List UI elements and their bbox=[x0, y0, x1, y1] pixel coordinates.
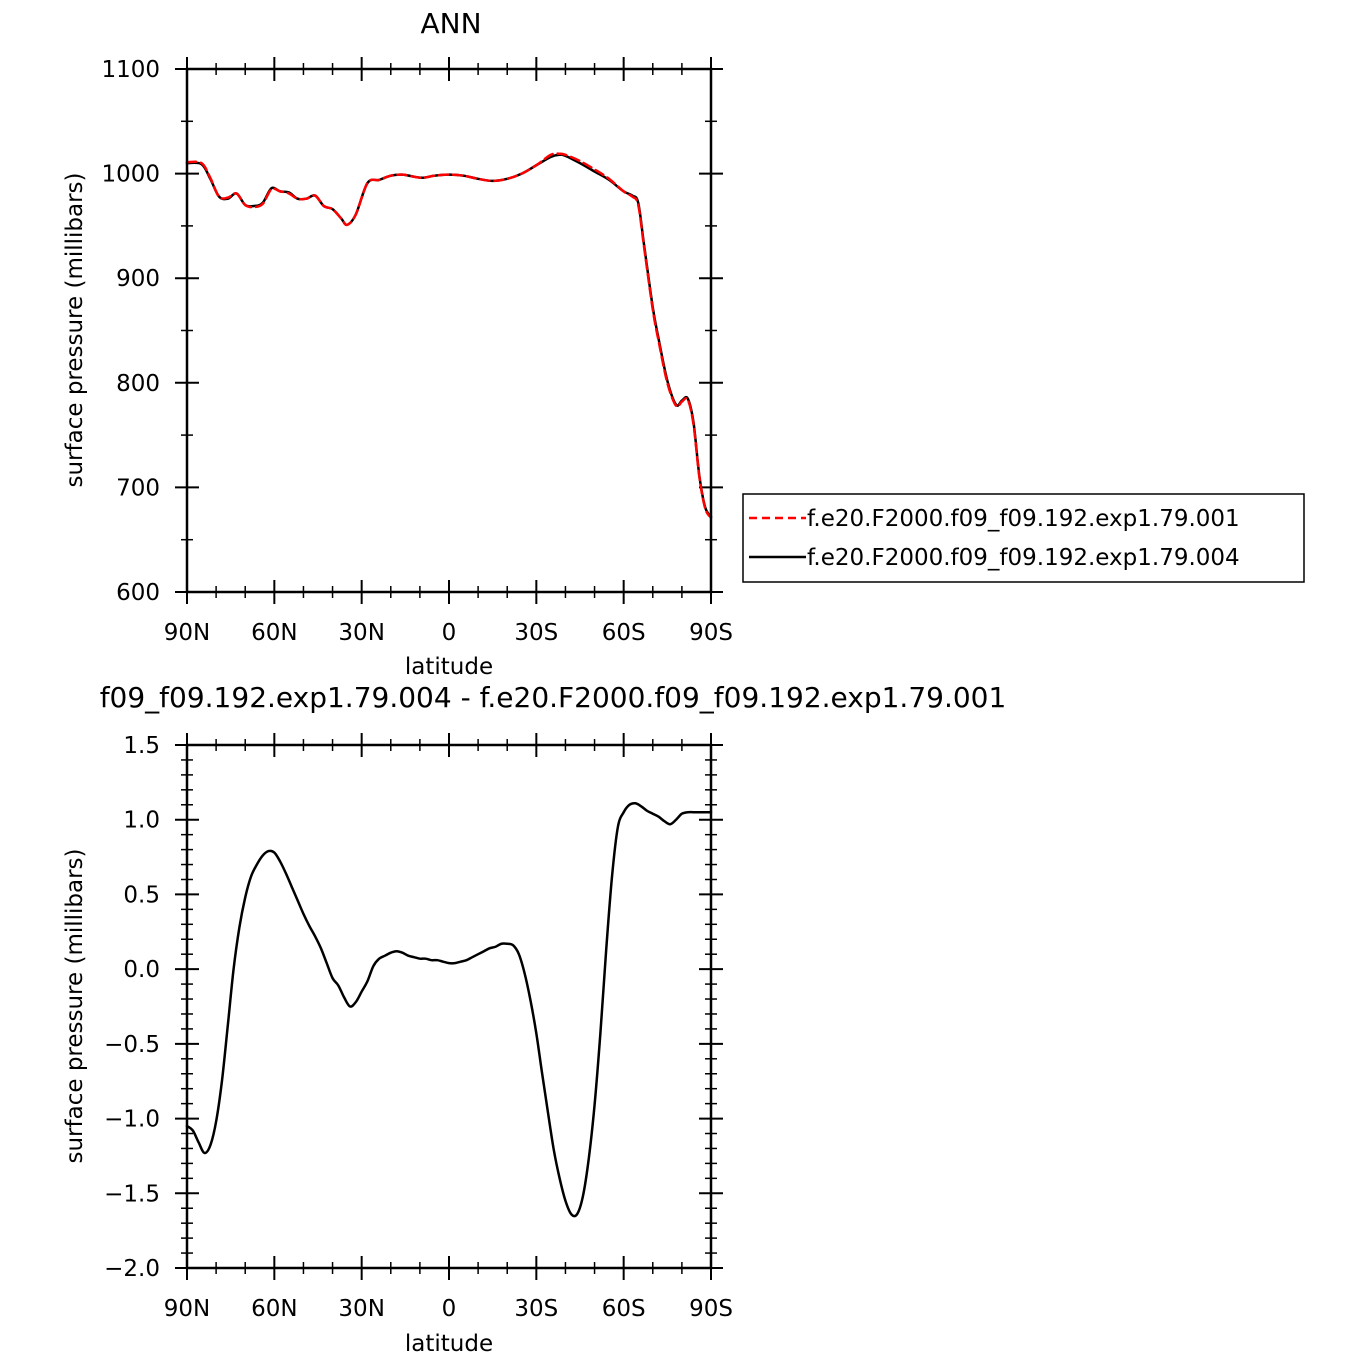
bottom-chart-series bbox=[185, 801, 713, 1218]
top-x-tick-label: 90S bbox=[689, 620, 733, 646]
top-chart-frame bbox=[185, 67, 713, 594]
bottom-chart-xlabel: latitude bbox=[405, 1331, 493, 1357]
bottom-y-tick-label: −1.0 bbox=[104, 1107, 160, 1133]
bottom-chart-x-tick-labels: 90N 60N 30N 0 30S 60S 90S bbox=[164, 1296, 733, 1322]
bottom-x-tick-label: 90S bbox=[689, 1296, 733, 1322]
top-chart-series bbox=[185, 152, 713, 519]
bottom-x-tick-label: 90N bbox=[164, 1296, 210, 1322]
top-x-tick-label: 90N bbox=[164, 620, 210, 646]
top-y-tick-label: 800 bbox=[116, 371, 160, 397]
top-chart-title: ANN bbox=[420, 7, 481, 40]
top-x-tick-label: 30S bbox=[514, 620, 558, 646]
bottom-x-tick-label: 0 bbox=[442, 1296, 457, 1322]
top-x-tick-label: 30N bbox=[338, 620, 384, 646]
legend-label-004: f.e20.F2000.f09_f09.192.exp1.79.004 bbox=[807, 545, 1240, 571]
top-y-tick-label: 1000 bbox=[101, 162, 160, 188]
top-y-tick-label: 600 bbox=[116, 580, 160, 606]
bottom-y-tick-label: −2.0 bbox=[104, 1256, 160, 1282]
bottom-y-tick-label: −0.5 bbox=[104, 1032, 160, 1058]
bottom-x-tick-label: 30N bbox=[338, 1296, 384, 1322]
bottom-x-tick-label: 30S bbox=[514, 1296, 558, 1322]
top-chart: ANN surface pressure (millibars) latitud… bbox=[62, 7, 733, 680]
bottom-x-tick-label: 60N bbox=[251, 1296, 297, 1322]
bottom-chart: f09_f09.192.exp1.79.004 - f.e20.F2000.f0… bbox=[62, 681, 1006, 1357]
bottom-chart-title: f09_f09.192.exp1.79.004 - f.e20.F2000.f0… bbox=[100, 681, 1007, 714]
bottom-x-tick-label: 60S bbox=[602, 1296, 646, 1322]
top-chart-xlabel: latitude bbox=[405, 654, 493, 680]
legend: f.e20.F2000.f09_f09.192.exp1.79.001 f.e2… bbox=[742, 493, 1305, 583]
bottom-series-line-0 bbox=[185, 801, 713, 1218]
legend-label-001: f.e20.F2000.f09_f09.192.exp1.79.001 bbox=[807, 506, 1240, 532]
bottom-y-tick-label: −1.5 bbox=[104, 1181, 160, 1207]
bottom-y-tick-label: 0.5 bbox=[123, 882, 160, 908]
bottom-chart-frame bbox=[185, 743, 713, 1270]
top-series-line-0 bbox=[185, 152, 713, 519]
bottom-y-tick-label: 1.5 bbox=[123, 733, 160, 759]
top-chart-ylabel: surface pressure (millibars) bbox=[62, 172, 88, 487]
top-chart-y-tick-labels: 600 700 800 900 1000 1100 bbox=[101, 57, 160, 606]
top-x-tick-label: 0 bbox=[442, 620, 457, 646]
bottom-chart-y-tick-labels: −2.0 −1.5 −1.0 −0.5 0.0 0.5 1.0 1.5 bbox=[104, 733, 160, 1282]
top-x-tick-label: 60N bbox=[251, 620, 297, 646]
bottom-y-tick-label: 1.0 bbox=[123, 808, 160, 834]
top-y-tick-label: 700 bbox=[116, 475, 160, 501]
top-x-tick-label: 60S bbox=[602, 620, 646, 646]
top-y-tick-label: 1100 bbox=[101, 57, 160, 83]
top-chart-x-tick-labels: 90N 60N 30N 0 30S 60S 90S bbox=[164, 620, 733, 646]
legend-box bbox=[742, 493, 1305, 583]
bottom-y-tick-label: 0.0 bbox=[123, 957, 160, 983]
bottom-chart-ylabel: surface pressure (millibars) bbox=[62, 848, 88, 1163]
top-y-tick-label: 900 bbox=[116, 266, 160, 292]
